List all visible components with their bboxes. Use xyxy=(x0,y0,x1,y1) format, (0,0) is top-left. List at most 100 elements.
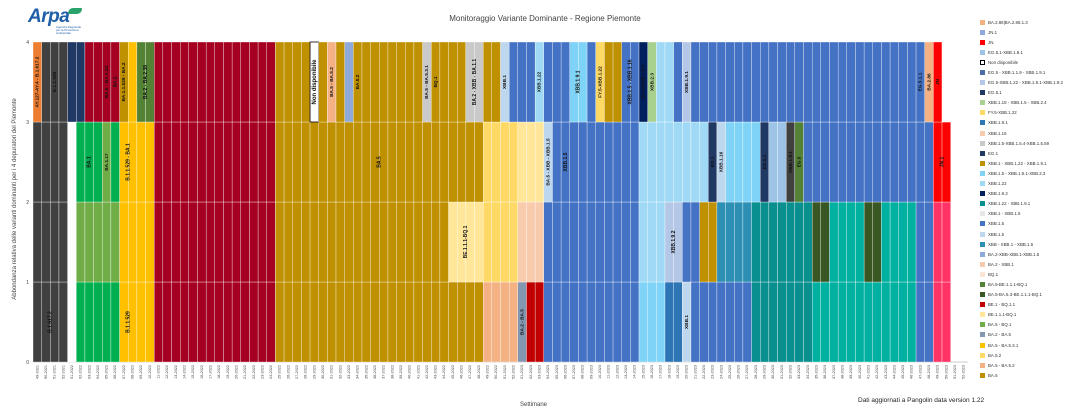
bar-segment xyxy=(431,201,441,283)
x-tick-label: 28-2023 xyxy=(754,365,758,379)
x-tick-label: 07-2023 xyxy=(572,365,576,379)
bar-segment xyxy=(638,121,648,203)
bar-segment xyxy=(586,201,596,283)
x-tick-label: 49-2021 xyxy=(35,365,39,379)
segment-label: BA.5 - XBB - XBB.1.5 xyxy=(545,138,551,186)
bar-segment xyxy=(93,41,103,123)
bar-segment xyxy=(439,41,449,123)
bar-segment xyxy=(128,41,138,123)
segment-label: XBB.1.16 xyxy=(719,151,725,172)
bar-segment xyxy=(335,121,345,203)
x-tick-label: 22-2023 xyxy=(702,365,706,379)
x-axis-label: Settimane xyxy=(520,402,548,408)
legend-item: BA.5 - BA.5.3.1 xyxy=(980,340,1088,350)
x-tick-label: 52-2022 xyxy=(511,365,515,379)
bar-segment xyxy=(786,201,796,283)
bar-segment xyxy=(379,201,389,283)
bar-segment xyxy=(50,121,60,203)
bar-segment xyxy=(760,41,770,123)
x-tick-label: 04-2023 xyxy=(546,365,550,379)
x-tick-label: 23-2022 xyxy=(260,365,264,379)
bar-segment xyxy=(257,281,267,363)
chart-title: Monitoraggio Variante Dominante - Region… xyxy=(449,14,641,23)
x-tick-label: 40-2023 xyxy=(858,365,862,379)
bar-segment xyxy=(76,41,86,123)
bar-segment xyxy=(794,41,804,123)
bar-segment xyxy=(145,121,155,203)
x-tick-label: 33-2022 xyxy=(347,365,351,379)
legend-swatch xyxy=(980,362,985,368)
bar-segment xyxy=(102,281,112,363)
bar-segment xyxy=(353,121,363,203)
bar-segment xyxy=(327,121,337,203)
x-tick-label: 45-2022 xyxy=(451,365,455,379)
bar-segment xyxy=(621,281,631,363)
bar-segment xyxy=(361,201,371,283)
bar-segment xyxy=(205,201,215,283)
bar-segment xyxy=(543,41,553,123)
x-tick-label: 05-2023 xyxy=(555,365,559,379)
legend-item: XBB.1.9.2 xyxy=(980,189,1088,199)
bar-segment xyxy=(915,281,925,363)
bar-segment xyxy=(136,201,146,283)
bar-segment xyxy=(560,201,570,283)
bar-segment xyxy=(786,281,796,363)
bar-segment xyxy=(543,201,553,283)
x-tick-label: 10-2023 xyxy=(598,365,602,379)
segment-label: XBB.1 xyxy=(502,75,508,89)
bar-segment xyxy=(803,281,813,363)
bar-segment xyxy=(855,281,865,363)
legend-swatch xyxy=(980,100,985,106)
bar-segment xyxy=(578,201,588,283)
bar-segment xyxy=(205,281,215,363)
bar-segment xyxy=(474,121,484,203)
bar-segment xyxy=(725,41,735,123)
bar-segment xyxy=(552,201,562,283)
segment-label: EG.1 xyxy=(710,156,716,167)
legend-label: BE.1.1.1-BQ.1 xyxy=(988,312,1017,318)
x-tick-label: 17-2022 xyxy=(208,365,212,379)
legend-swatch xyxy=(980,70,985,76)
legend-label: FY.5-XBB.1.22 xyxy=(988,110,1017,116)
bar-segment xyxy=(154,121,164,203)
legend-swatch xyxy=(980,110,985,116)
legend-label: EG.5 - XBB.1.1.9 - XBB.1.9.1 xyxy=(988,70,1046,76)
segment-label: XBB.1.5 - XBB.1.16 xyxy=(628,59,634,104)
bar-segment xyxy=(283,121,293,203)
segment-label: BA.1.17 xyxy=(104,153,110,171)
bar-segment xyxy=(889,41,899,123)
x-tick-label: 52-2023 xyxy=(962,365,966,379)
x-tick-label: 16-2022 xyxy=(200,365,204,379)
bar-segment xyxy=(171,201,181,283)
legend-item: BE.1.1.1-BQ.1 xyxy=(980,310,1088,320)
bar-segment xyxy=(405,201,415,283)
x-tick-label: 25-2022 xyxy=(278,365,282,379)
x-tick-label: 29-2022 xyxy=(312,365,316,379)
legend-swatch xyxy=(980,322,985,328)
bar-segment xyxy=(786,41,796,123)
legend-item: BA.5 - BQ.1 xyxy=(980,320,1088,330)
bar-segment xyxy=(41,201,51,283)
bar-segment xyxy=(872,41,882,123)
bar-segment xyxy=(197,201,207,283)
bar-segment xyxy=(318,121,328,203)
bar-segment xyxy=(612,41,622,123)
legend-swatch xyxy=(980,49,985,55)
bar-segment xyxy=(474,201,484,283)
bar-segment xyxy=(413,201,423,283)
legend-item: BA.5 - BA.5.2 xyxy=(980,360,1088,370)
bar-segment xyxy=(673,121,683,203)
bar-segment xyxy=(128,201,138,283)
segment-label: XBB.1.9.1 xyxy=(684,71,690,93)
bar-segment xyxy=(881,121,891,203)
bar-segment xyxy=(794,201,804,283)
bar-segment xyxy=(889,201,899,283)
x-tick-label: 06-2022 xyxy=(113,365,117,379)
segment-label: BA.2 xyxy=(112,76,118,87)
data-version-footnote: Dati aggiornati a Pangolin data version … xyxy=(858,397,985,404)
segment-label: BA.1 xyxy=(87,156,93,168)
bar-segment xyxy=(829,281,839,363)
bar-segment xyxy=(370,281,380,363)
x-tick-label: 19-2023 xyxy=(676,365,680,379)
bar-segment xyxy=(725,121,735,203)
